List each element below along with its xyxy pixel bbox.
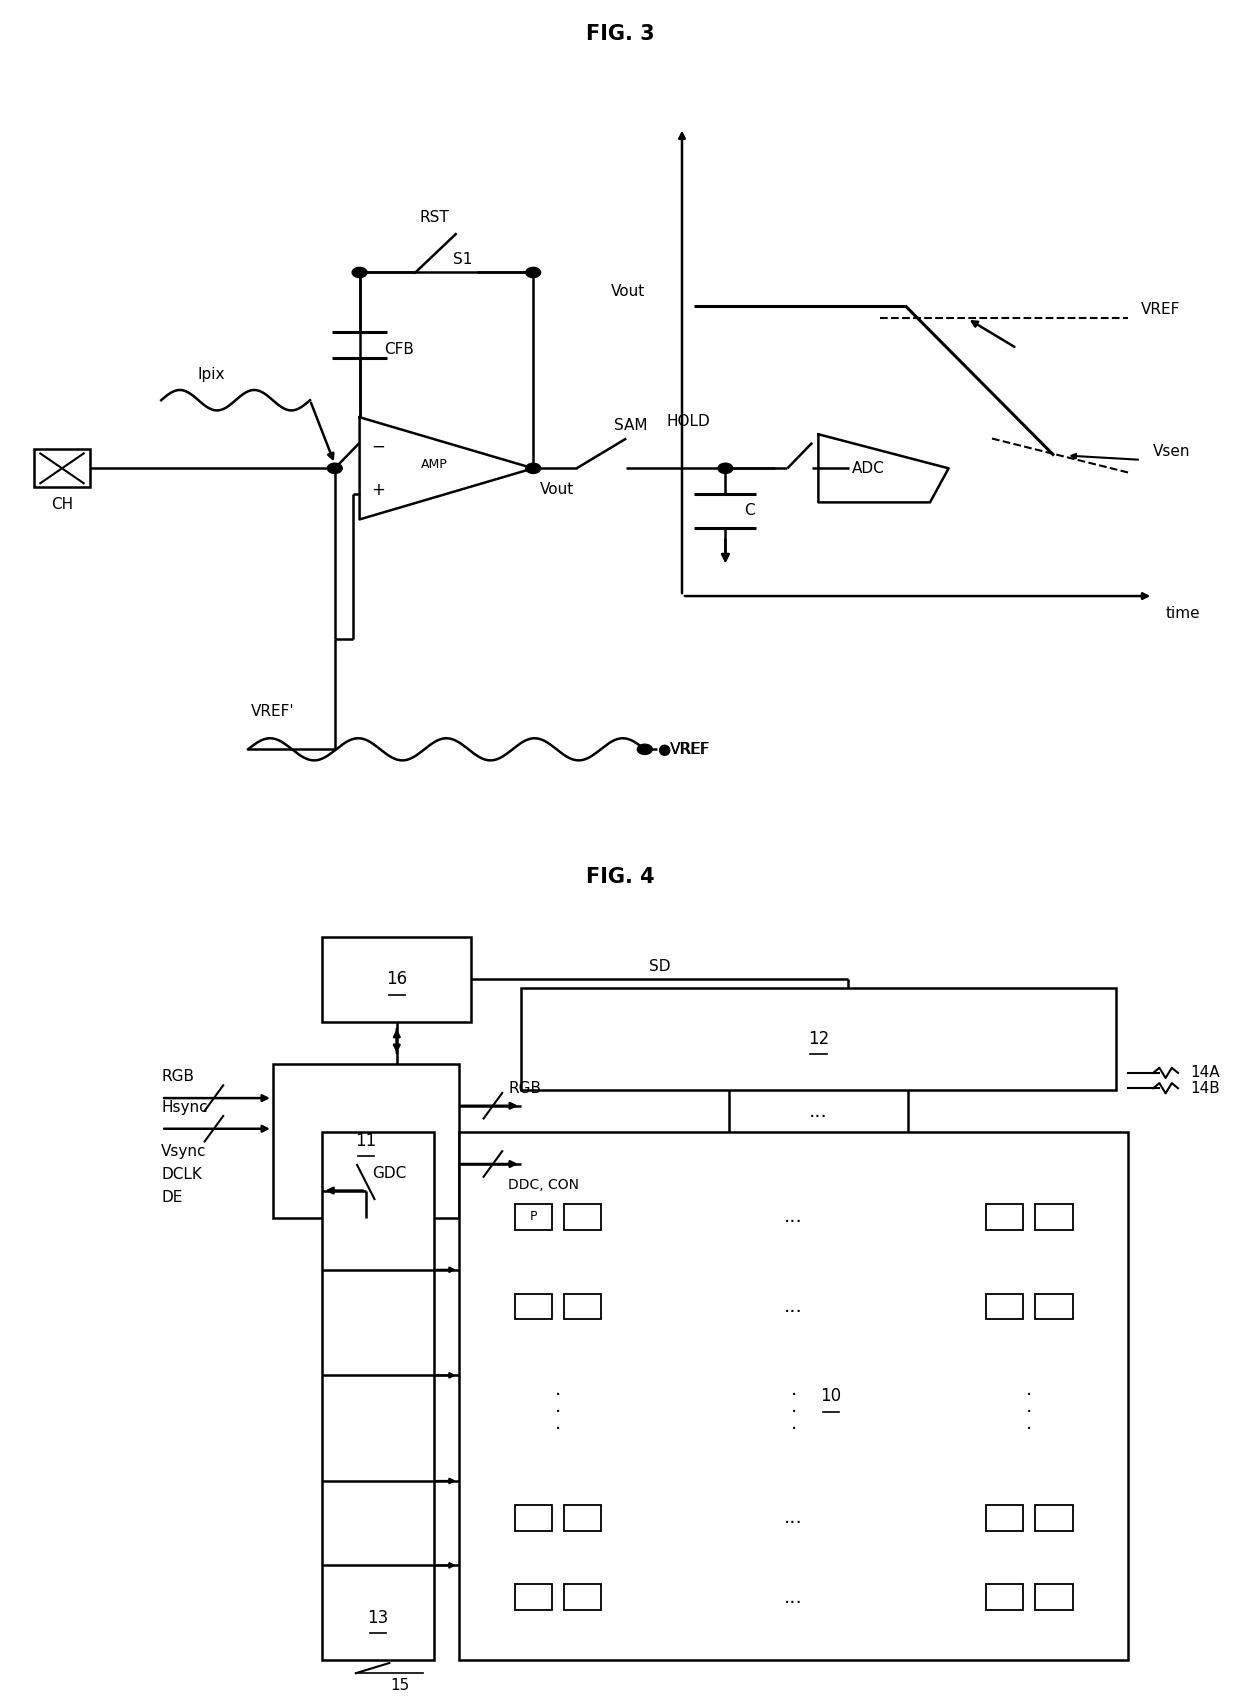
Bar — [564, 1294, 601, 1320]
Text: ...: ... — [808, 1102, 828, 1121]
Text: 10: 10 — [820, 1388, 842, 1405]
Text: Ipix: Ipix — [197, 368, 224, 381]
Circle shape — [526, 267, 541, 278]
Text: time: time — [1166, 606, 1200, 620]
Text: ...: ... — [784, 1207, 804, 1226]
Text: ·: · — [554, 1386, 562, 1405]
Bar — [521, 988, 1116, 1090]
Text: DCLK: DCLK — [161, 1167, 202, 1182]
Bar — [459, 1132, 1128, 1660]
Text: −: − — [371, 438, 386, 456]
Text: ·: · — [1025, 1403, 1033, 1422]
Text: FIG. 3: FIG. 3 — [585, 24, 655, 44]
Text: ·: · — [790, 1420, 797, 1439]
Text: GDC: GDC — [372, 1167, 407, 1182]
Text: ·: · — [1025, 1420, 1033, 1439]
Text: ...: ... — [784, 1298, 804, 1316]
Text: HOLD: HOLD — [666, 414, 711, 429]
Polygon shape — [360, 417, 533, 519]
Text: 11: 11 — [355, 1132, 377, 1150]
Text: RST: RST — [419, 209, 449, 225]
Text: SAM: SAM — [614, 419, 647, 433]
Bar — [564, 1204, 601, 1230]
Bar — [986, 1505, 1023, 1531]
Text: 15: 15 — [391, 1679, 410, 1693]
Circle shape — [327, 463, 342, 473]
Circle shape — [718, 463, 733, 473]
Text: ●VREF: ●VREF — [657, 743, 709, 756]
Text: DE: DE — [161, 1190, 182, 1206]
Text: SD: SD — [649, 959, 671, 974]
Text: S1: S1 — [453, 252, 472, 267]
Text: ...: ... — [784, 1509, 804, 1528]
Bar — [515, 1505, 552, 1531]
Text: Vout: Vout — [610, 284, 645, 300]
Text: 12: 12 — [807, 1030, 830, 1047]
Text: RGB: RGB — [508, 1081, 542, 1097]
Text: FIG. 4: FIG. 4 — [585, 867, 655, 887]
Text: Hsync: Hsync — [161, 1100, 208, 1115]
Bar — [564, 1505, 601, 1531]
Text: Vout: Vout — [539, 482, 574, 497]
Text: DDC, CON: DDC, CON — [508, 1178, 579, 1192]
Bar — [273, 1064, 459, 1218]
Bar — [515, 1294, 552, 1320]
Bar — [986, 1584, 1023, 1609]
Text: C: C — [744, 504, 755, 518]
Text: ·: · — [790, 1403, 797, 1422]
Bar — [35, 450, 91, 487]
Text: +: + — [371, 480, 386, 499]
Text: VREF': VREF' — [250, 703, 295, 719]
Text: ·: · — [554, 1403, 562, 1422]
Text: ...: ... — [784, 1587, 804, 1606]
Circle shape — [637, 744, 652, 754]
Text: VREF: VREF — [1141, 303, 1180, 317]
Text: ·: · — [1025, 1386, 1033, 1405]
Text: ADC: ADC — [852, 462, 884, 475]
Bar — [322, 1132, 434, 1660]
Text: 14B: 14B — [1190, 1081, 1220, 1095]
Text: P: P — [529, 1211, 537, 1223]
Circle shape — [352, 267, 367, 278]
Bar — [1035, 1505, 1073, 1531]
Circle shape — [526, 463, 541, 473]
Bar — [515, 1584, 552, 1609]
Text: 16: 16 — [386, 971, 408, 988]
Bar — [1035, 1204, 1073, 1230]
Text: VREF: VREF — [670, 743, 709, 756]
Text: CFB: CFB — [384, 342, 414, 356]
Text: CH: CH — [51, 497, 73, 513]
Bar — [986, 1204, 1023, 1230]
Text: 14A: 14A — [1190, 1066, 1220, 1080]
Bar — [564, 1584, 601, 1609]
Text: ·: · — [790, 1386, 797, 1405]
Bar — [1035, 1294, 1073, 1320]
Bar — [986, 1294, 1023, 1320]
Text: RGB: RGB — [161, 1069, 195, 1085]
Text: ·: · — [554, 1420, 562, 1439]
Text: Vsync: Vsync — [161, 1144, 207, 1160]
Bar — [322, 937, 471, 1022]
Text: AMP: AMP — [420, 458, 448, 470]
Bar — [515, 1204, 552, 1230]
Text: Vsen: Vsen — [1153, 444, 1190, 458]
Text: 13: 13 — [367, 1609, 389, 1626]
Bar — [1035, 1584, 1073, 1609]
Polygon shape — [818, 434, 949, 502]
